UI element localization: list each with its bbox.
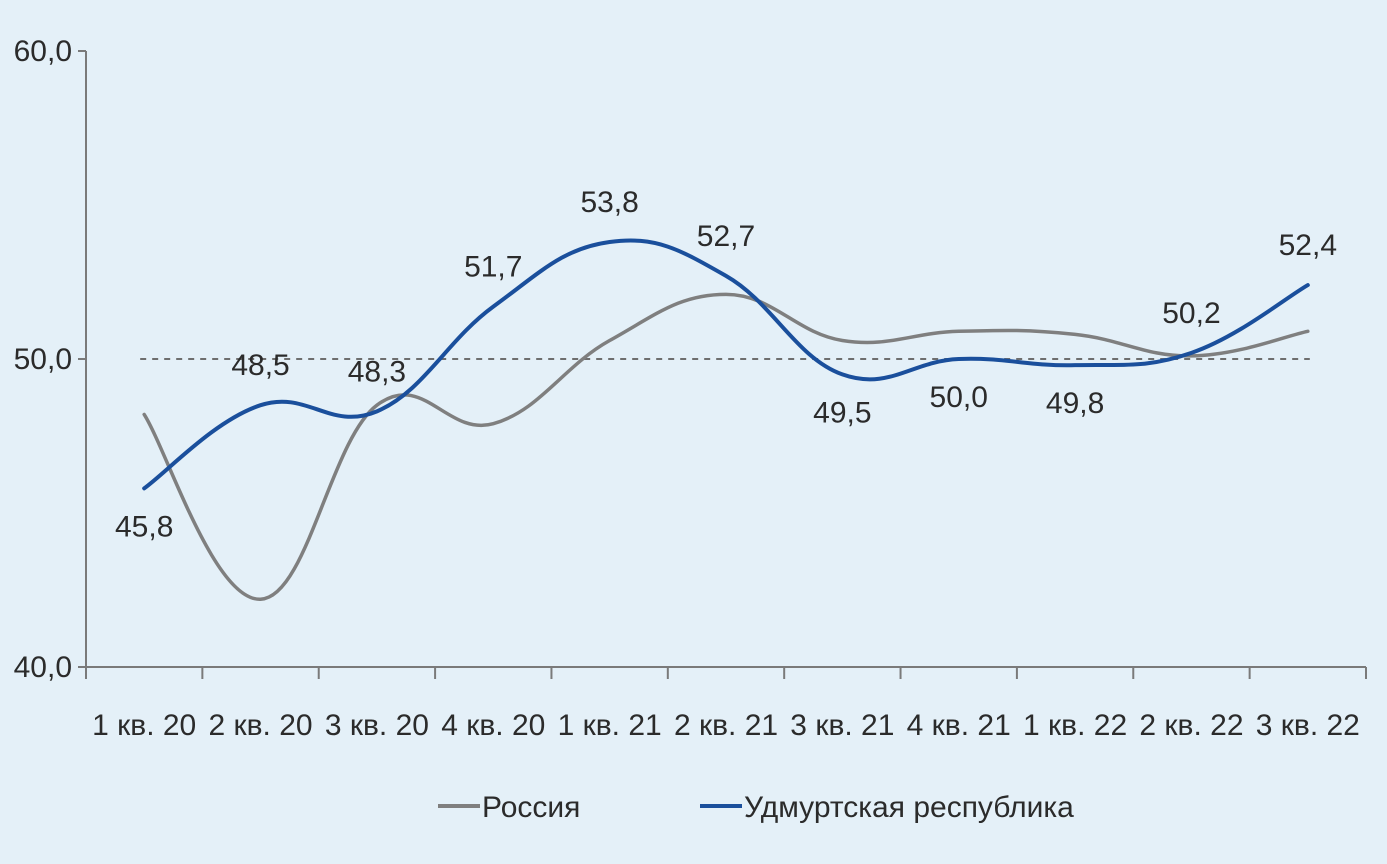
x-tick-label: 3 кв. 22: [1256, 709, 1360, 742]
data-label: 53,8: [580, 186, 638, 219]
x-tick-label: 1 кв. 20: [92, 709, 196, 742]
x-tick-label: 2 кв. 20: [208, 709, 312, 742]
data-label: 52,7: [697, 220, 755, 253]
legend: Россия Удмуртская республика: [438, 791, 1074, 824]
x-tick-label: 3 кв. 20: [325, 709, 429, 742]
data-label: 50,0: [930, 381, 988, 414]
data-label: 49,5: [813, 396, 871, 429]
axes: 40,0 50,0 60,0 1 кв. 20 2 кв. 20 3 кв. 20 4 кв…: [14, 35, 1367, 742]
data-label: 51,7: [464, 251, 522, 284]
series-lines: [142, 238, 1310, 601]
x-tick-label: 3 кв. 21: [790, 709, 894, 742]
data-labels: 45,8 48,5 48,3 51,7 53,8 52,7 49,5 50,0 49,8 50,2…: [115, 186, 1337, 543]
x-tick-label: 4 кв. 21: [907, 709, 1011, 742]
data-label: 52,4: [1279, 229, 1337, 262]
y-tick-label: 50,0: [14, 343, 72, 376]
x-tick-label: 4 кв. 20: [441, 709, 545, 742]
x-tick-label: 2 кв. 22: [1139, 709, 1243, 742]
data-label: 48,3: [348, 355, 406, 388]
x-tick-label: 2 кв. 21: [674, 709, 778, 742]
series-line-udmurtia: [142, 238, 1310, 491]
y-tick-label: 40,0: [14, 651, 72, 684]
data-label: 49,8: [1046, 387, 1104, 420]
legend-label: Удмуртская республика: [744, 791, 1074, 824]
data-label: 50,2: [1162, 297, 1220, 330]
x-tick-label: 1 кв. 22: [1023, 709, 1127, 742]
y-tick-label: 60,0: [14, 35, 72, 68]
x-tick-label: 1 кв. 21: [558, 709, 662, 742]
data-label: 45,8: [115, 510, 173, 543]
data-label: 48,5: [231, 349, 289, 382]
legend-label: Россия: [482, 791, 580, 824]
series-line-russia: [142, 292, 1310, 601]
